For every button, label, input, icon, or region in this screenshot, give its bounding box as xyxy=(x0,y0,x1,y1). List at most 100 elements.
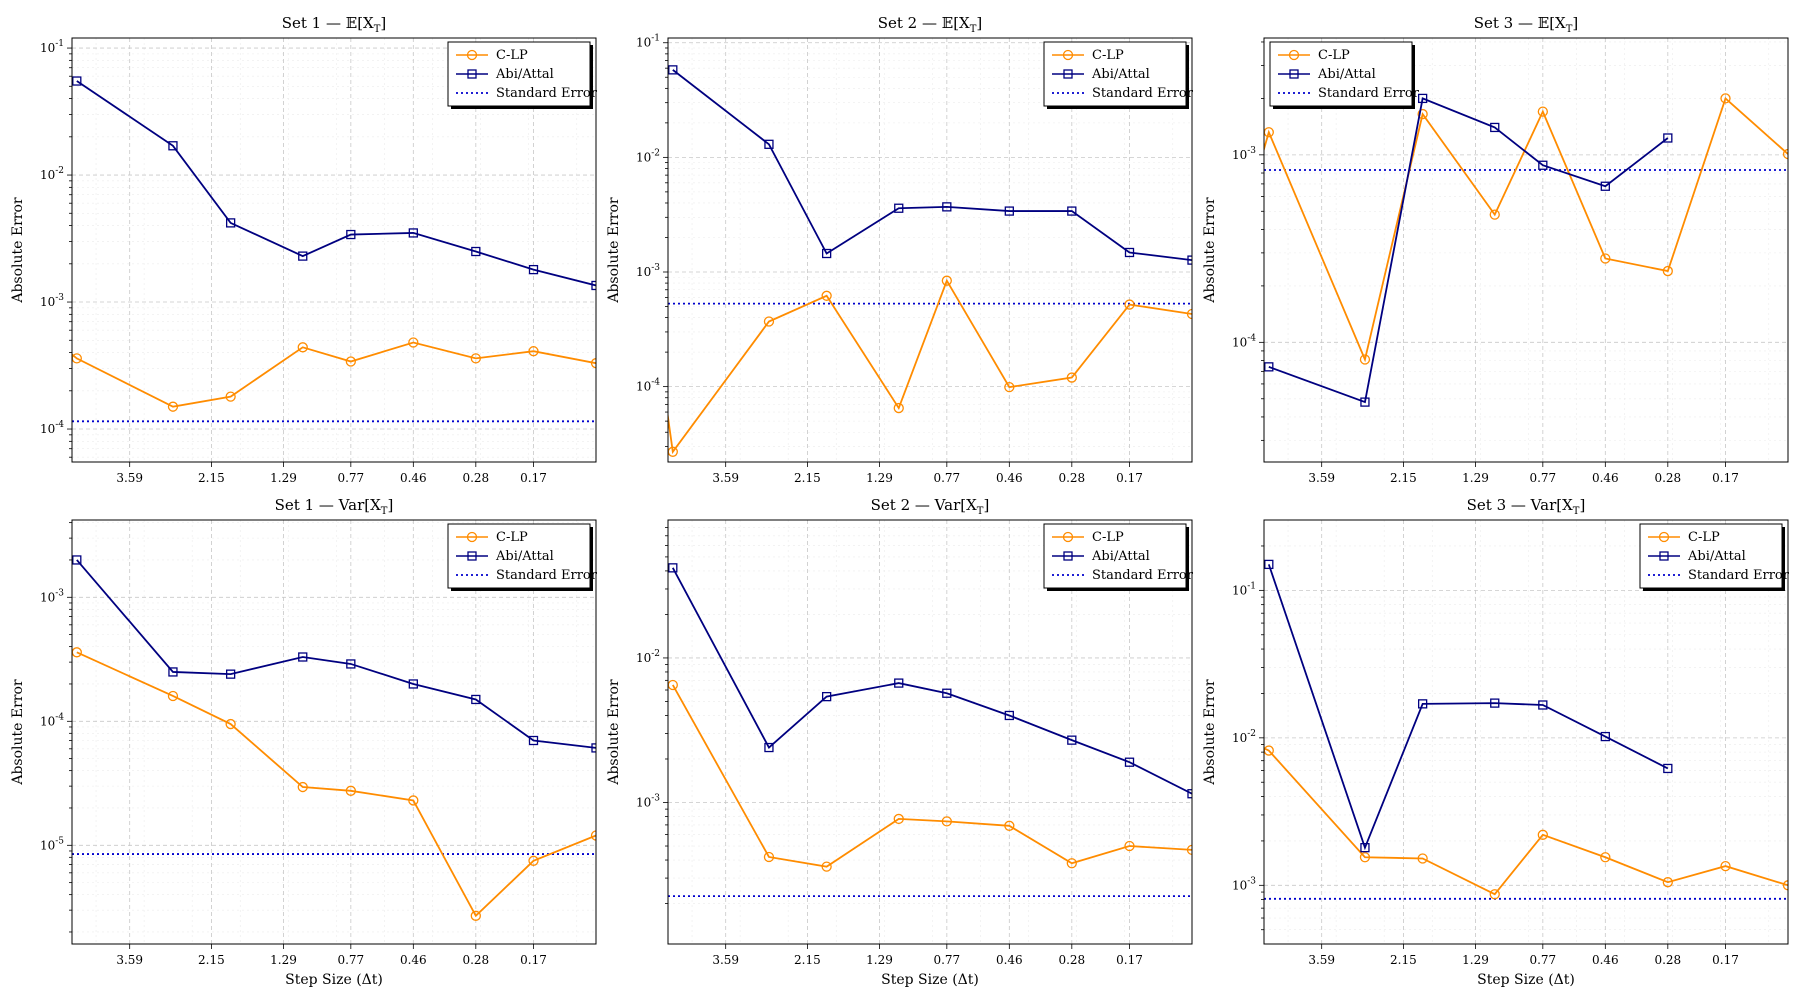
c-lp-point xyxy=(1004,820,1015,831)
x-tick-label: 0.28 xyxy=(1654,471,1681,485)
abi-attal-point xyxy=(225,669,236,679)
panel-6: 10-3 10-2 10-1 3.59 2.15 1.29 0.77 0.46 0.28 0.17… xyxy=(1202,496,1790,988)
y-tick-label: 10-3 xyxy=(636,263,660,279)
c-lp-point xyxy=(1720,93,1731,104)
abi-attal-point xyxy=(72,76,82,86)
c-lp-point xyxy=(1600,852,1611,863)
x-tick-label: 1.29 xyxy=(1462,471,1489,485)
abi-attal-point xyxy=(1124,757,1135,767)
abi-attal-line xyxy=(1268,97,1669,404)
y-axis-label: Absolute Error xyxy=(10,679,26,786)
c-lp-point xyxy=(1245,195,1254,204)
legend-marker-square xyxy=(1063,69,1073,79)
x-tick-label: 3.59 xyxy=(116,953,143,967)
c-lp-point xyxy=(1124,299,1135,310)
x-tick-label: 0.17 xyxy=(1116,953,1143,967)
legend-marker-circle xyxy=(466,49,478,61)
c-lp-point xyxy=(53,338,62,347)
c-lp-point xyxy=(167,690,179,702)
abi-attal-point xyxy=(72,555,82,565)
c-lp-point xyxy=(1417,108,1428,120)
abi-attal-line xyxy=(1267,564,1669,851)
c-lp-point xyxy=(1662,265,1673,277)
legend-label: Abi/Attal xyxy=(495,549,554,564)
c-lp-point xyxy=(345,785,356,796)
x-tick-label: 0.46 xyxy=(400,471,427,485)
y-tick-label: 10-4 xyxy=(636,378,660,394)
x-tick-label: 0.28 xyxy=(462,471,489,485)
abi-attal-point xyxy=(1600,731,1610,742)
panel-title: Set 3 — Var[XT] xyxy=(1467,496,1586,517)
y-tick-label: 10-1 xyxy=(1232,581,1256,597)
panel-2: 10-4 10-3 10-2 10-1 3.59 2.15 1.29 0.77 0.46 0.28… xyxy=(606,14,1194,485)
panel-4: 10-5 10-4 10-3 3.59 2.15 1.29 0.77 0.46 0.28 0.17… xyxy=(10,496,598,988)
x-tick-label: 2.15 xyxy=(794,953,821,967)
panel-title: Set 1 — 𝔼[XT] xyxy=(282,14,387,35)
abi-attal-point xyxy=(408,679,418,689)
abi-attal-point xyxy=(225,218,236,228)
c-lp-point xyxy=(1359,354,1371,365)
y-tick-label: 10-4 xyxy=(40,712,64,728)
y-tick-label: 10-3 xyxy=(40,293,64,309)
c-lp-point xyxy=(893,813,904,825)
c-lp-point xyxy=(763,851,775,863)
x-tick-label: 1.29 xyxy=(1462,953,1489,967)
legend-label: C-LP xyxy=(496,530,528,545)
y-tick-label: 10-3 xyxy=(636,794,660,810)
y-axis-label: Absolute Error xyxy=(10,197,26,304)
c-lp-point xyxy=(1489,209,1500,220)
abi-attal-point xyxy=(298,251,308,261)
x-tick-label: 0.28 xyxy=(1058,953,1085,967)
x-tick-label: 0.17 xyxy=(520,953,547,967)
c-lp-point xyxy=(225,718,236,730)
legend-marker-square xyxy=(467,69,477,79)
legend-label: Standard Error xyxy=(1092,568,1194,583)
panel-title: Set 2 — Var[XT] xyxy=(871,496,990,517)
legend: C-LP Abi/Attal Standard Error xyxy=(1043,41,1194,109)
x-tick-label: 0.77 xyxy=(337,953,364,967)
abi-attal-point xyxy=(471,694,481,705)
abi-attal-point xyxy=(1187,255,1192,265)
y-tick-label: 10-4 xyxy=(40,420,64,436)
abi-attal-line xyxy=(76,559,596,749)
c-lp-point xyxy=(528,346,539,357)
abi-attal-point xyxy=(1490,122,1500,133)
c-lp-line xyxy=(76,651,596,918)
legend-label: C-LP xyxy=(1318,48,1350,63)
abi-attal-point xyxy=(668,65,678,75)
c-lp-point xyxy=(297,781,308,793)
legend-marker-circle xyxy=(1062,531,1074,543)
abi-attal-point xyxy=(1264,362,1274,372)
c-lp-line xyxy=(72,341,596,408)
y-axis-label: Absolute Error xyxy=(1202,679,1218,786)
panel-5: 10-3 10-2 3.59 2.15 1.29 0.77 0.46 0.28 0.17 Set … xyxy=(606,496,1194,988)
abi-attal-point xyxy=(1004,206,1014,216)
abi-attal-line xyxy=(672,69,1192,261)
axes-frame xyxy=(71,37,597,463)
abi-attal-point xyxy=(668,563,678,573)
c-lp-point xyxy=(590,830,596,841)
plot-area xyxy=(1264,520,1788,944)
legend-marker-square xyxy=(1289,69,1299,79)
abi-attal-point xyxy=(1663,763,1673,774)
c-lp-point xyxy=(893,402,904,414)
y-axis-label: Absolute Error xyxy=(1202,197,1218,304)
y-tick-label: 10-1 xyxy=(40,39,64,55)
abi-attal-point xyxy=(408,228,418,238)
abi-attal-point xyxy=(1360,843,1370,853)
panel-title: Set 2 — 𝔼[XT] xyxy=(878,14,983,35)
axes-frame xyxy=(71,519,597,945)
abi-attal-point xyxy=(942,688,952,698)
panel-title: Set 3 — 𝔼[XT] xyxy=(1474,14,1579,35)
legend-label: Abi/Attal xyxy=(1687,549,1746,564)
abi-attal-point xyxy=(471,246,481,257)
c-lp-point xyxy=(1186,308,1192,320)
abi-attal-line xyxy=(672,567,1192,795)
panel-title: Set 1 — Var[XT] xyxy=(275,496,394,517)
legend: C-LP Abi/Attal Standard Error xyxy=(447,41,598,109)
y-axis-label: Absolute Error xyxy=(606,679,622,786)
axes-frame xyxy=(667,37,1193,463)
x-tick-label: 0.17 xyxy=(1116,471,1143,485)
abi-attal-point xyxy=(168,667,178,677)
